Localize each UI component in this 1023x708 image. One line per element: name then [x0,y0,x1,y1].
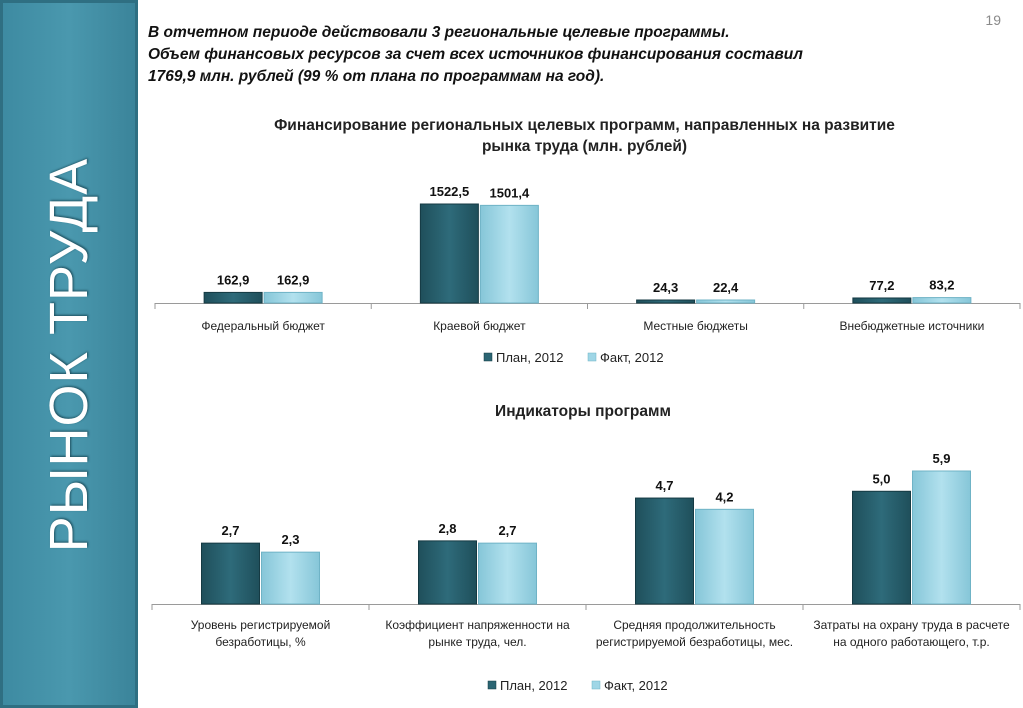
chart-1-bar-plan [203,291,263,304]
chart-1-data-label: 1522,5 [429,184,469,199]
chart-2-legend-label: Факт, 2012 [604,678,668,693]
chart-2-category-label: Средняя продолжительность [613,618,775,632]
chart-2-data-label: 5,9 [932,451,950,466]
chart-2-legend-swatch-plan [487,680,497,690]
chart-1-data-label: 22,4 [713,280,739,295]
intro-line-1: В отчетном периоде действовали 3 региона… [148,24,730,41]
chart-1-title-line-1: Финансирование региональных целевых прог… [274,117,895,134]
sidebar: РЫНОК ТРУДА [0,0,138,708]
page-number: 19 [985,12,1001,28]
chart-2-category-label: Уровень регистрируемой [191,618,331,632]
intro-line-2: Объем финансовых ресурсов за счет всех и… [148,46,803,63]
chart-2-category-label: Коэффициент напряженности на [385,618,570,632]
chart-1-data-label: 162,9 [217,272,250,287]
chart-1-data-label: 24,3 [653,280,678,295]
chart-2-legend-label: План, 2012 [500,678,567,693]
chart-2-category-label: безработицы, % [215,635,306,649]
chart-1-bar-plan [852,297,912,304]
chart-2-bar-plan [852,490,911,605]
chart-1-bar-fact [912,297,972,304]
chart-1-bar-fact [696,299,756,304]
chart-2-bar-fact [478,542,537,605]
chart-2-title-line-1: Индикаторы программ [495,403,671,420]
chart-2-bar-fact [912,470,971,605]
chart-2-legend-swatch-fact [591,680,601,690]
intro-line-3: 1769,9 млн. рублей (99 % от плана по про… [148,68,605,85]
chart-2-data-label: 4,2 [715,489,733,504]
chart-2-data-label: 4,7 [655,478,673,493]
chart-2-bar-plan [201,542,260,605]
chart-2-category-label: на одного работающего, т.р. [833,635,990,649]
chart-2-data-label: 2,7 [498,523,516,538]
chart-1-legend-swatch-fact [587,352,597,362]
chart-1-data-label: 77,2 [869,278,894,293]
chart-1-bar-plan [419,203,479,304]
chart-2-category-label: регистрируемой безработицы, мес. [596,635,793,649]
chart-1-data-label: 162,9 [277,272,310,287]
chart-1-category-label: Местные бюджеты [643,319,748,333]
chart-1-title-line-2: рынка труда (млн. рублей) [482,138,687,155]
chart-1-legend-label: План, 2012 [496,350,563,365]
chart-1-bar-plan [636,299,696,304]
chart-2-data-label: 2,3 [281,532,299,547]
chart-1-legend-label: Факт, 2012 [600,350,664,365]
chart-1-category-label: Внебюджетные источники [839,319,984,333]
chart-2-data-label: 5,0 [872,471,890,486]
chart-2-bar-plan [635,497,694,605]
chart-1-legend-swatch-plan [483,352,493,362]
chart-2-data-label: 2,8 [438,521,456,536]
chart-2-category-label: рынке труда, чел. [428,635,526,649]
chart-2-bar-fact [261,551,320,605]
intro-text: В отчетном периоде действовали 3 региона… [148,22,848,88]
chart-2-bar-fact [695,508,754,605]
chart-1-category-label: Краевой бюджет [433,319,526,333]
chart-1-data-label: 83,2 [929,278,954,293]
chart-1-category-label: Федеральный бюджет [201,319,325,333]
chart-1-data-label: 1501,4 [489,185,530,200]
chart-2-data-label: 2,7 [221,523,239,538]
chart-1-bar-fact [263,291,323,304]
chart-2-category-label: Затраты на охрану труда в расчете [813,618,1010,632]
chart-1-bar-fact [479,204,539,304]
chart-2-bar-plan [418,540,477,605]
